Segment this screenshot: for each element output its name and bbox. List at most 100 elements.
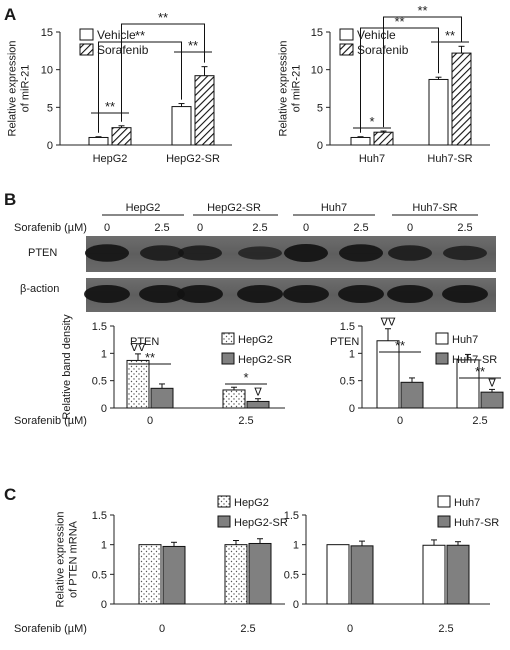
- b-left-bar-hepg2-sr-1: [246, 400, 270, 409]
- blot-dose-label: 2.5: [154, 222, 169, 234]
- blot-band-pten-5: [339, 244, 383, 262]
- a-right-sig-bracket: [360, 27, 439, 133]
- blot-band-actin-2: [177, 285, 223, 303]
- blot-band-pten-6: [388, 245, 432, 261]
- blot-group-label-hepg2: HepG2: [126, 202, 161, 214]
- blot-band-actin-1: [139, 285, 185, 303]
- b-right-marker: ∇∇: [380, 317, 396, 329]
- blot-dose-label: 2.5: [353, 222, 368, 234]
- a-left-legend-label-1: Sorafenib: [97, 43, 149, 57]
- b-left-title: PTEN: [130, 336, 159, 348]
- a-left-sig-bracket: [98, 41, 182, 133]
- c-right-y-tick-label: 1.5: [284, 510, 299, 522]
- c-right-bar-huh7-0: [326, 544, 350, 605]
- b-right-y-tick-label: 0: [349, 403, 355, 415]
- b-left-bar-hepg2-1: [222, 389, 246, 409]
- b-right-x-tick-label: 0: [397, 415, 403, 427]
- a-left-legend-swatch-1: [79, 43, 94, 56]
- c-right-legend-label-1: Huh7-SR: [454, 517, 499, 529]
- b-right-title: PTEN: [330, 336, 359, 348]
- panel-letter-c: C: [4, 485, 16, 504]
- blot-band-pten-2: [178, 245, 222, 261]
- blot-band-actin-6: [387, 285, 433, 303]
- b-right-legend-label-0: Huh7: [452, 334, 478, 346]
- blot-band-pten-4: [284, 244, 328, 262]
- a-left-bar-vehicle-0: [88, 136, 109, 146]
- b-left-legend-label-1: HepG2-SR: [238, 354, 292, 366]
- b-right-bar-huh7-sr-0: [400, 381, 424, 409]
- b-right-marker: ∇: [487, 377, 496, 389]
- blot-bands: [84, 244, 488, 303]
- blot-band-label-actin: β-action: [20, 283, 59, 295]
- a-left-bar-vehicle-1: [171, 106, 192, 146]
- c-left-bar-hepg2-sr-1: [248, 542, 272, 605]
- b-right-legend-label-1: Huh7-SR: [452, 354, 497, 366]
- b-left-sig-label: **: [145, 350, 155, 365]
- western-blot: HepG2 HepG2-SR Huh7 Huh7-SR Sorafenib (µ…: [14, 202, 496, 312]
- a-left-sig-label: **: [135, 28, 145, 43]
- a-left-sig-label: **: [158, 10, 168, 25]
- a-right-legend-swatch-0: [339, 28, 354, 41]
- a-right-sig-label: **: [417, 3, 427, 18]
- a-left-y-tick-label: 0: [47, 140, 53, 152]
- b-right-legend-swatch-1: [435, 352, 449, 365]
- a-right-legend-label-0: Vehicle: [357, 28, 396, 42]
- blot-group-label-hepg2-sr: HepG2-SR: [207, 202, 261, 214]
- a-right-x-tick-label: Huh7: [359, 153, 385, 165]
- b-right-bar-huh7-sr-1: [480, 391, 504, 409]
- a-left-sig-label: **: [105, 99, 115, 114]
- blot-dose-label: 0: [197, 222, 203, 234]
- blot-dose-labels: 0 2.5 0 2.5 0 2.5 0 2.5: [104, 222, 473, 234]
- a-right-y-tick-label: 5: [317, 102, 323, 114]
- a-right-sig-label: **: [445, 28, 455, 43]
- a-left-y-axis-label: Relative expressionof miR-21: [6, 41, 31, 137]
- a-left-x-tick-label: HepG2: [93, 153, 128, 165]
- a-right-y-axis-label: Relative expressionof miR-21: [277, 41, 302, 137]
- a-right-bar-sorafenib-1: [451, 52, 472, 146]
- c-right-y-tick-label: 0.5: [284, 569, 299, 581]
- blot-dose-label: 2.5: [252, 222, 267, 234]
- c-right-legend-label-0: Huh7: [454, 497, 480, 509]
- blot-band-actin-5: [338, 285, 384, 303]
- blot-band-pten-0: [85, 244, 129, 262]
- c-left-legend-label-1: HepG2-SR: [234, 517, 288, 529]
- blot-treatment-label: Sorafenib (µM): [14, 222, 87, 234]
- c-left-x-axis-label: Sorafenib (µM): [14, 623, 87, 635]
- b-right-y-tick-label: 1: [349, 348, 355, 360]
- c-left-legend-swatch-1: [217, 515, 231, 528]
- b-left-marker: ∇: [253, 387, 262, 399]
- b-right-y-tick-label: 1.5: [340, 321, 355, 333]
- b-left-x-tick-label: 0: [147, 415, 153, 427]
- c-right-bar-huh7-1: [422, 544, 446, 605]
- b-left-legend-swatch-1: [221, 352, 235, 365]
- blot-band-actin-3: [237, 285, 283, 303]
- a-right-sig-bracket: [383, 16, 462, 128]
- c-left-y-axis-label: Relative expressionof PTEN mRNA: [54, 512, 79, 608]
- a-right-y-tick-label: 10: [311, 65, 323, 77]
- c-left-legend-label-0: HepG2: [234, 497, 269, 509]
- blot-band-pten-1: [140, 245, 184, 261]
- b-left-x-axis-label: Sorafenib (µM): [14, 415, 87, 427]
- a-left-x-tick-label: HepG2-SR: [166, 153, 220, 165]
- c-left-y-tick-label: 0: [101, 599, 107, 611]
- a-left-bar-sorafenib-0: [111, 127, 132, 146]
- a-right-bar-vehicle-0: [350, 136, 371, 146]
- c-right-bar-huh7-sr-1: [446, 544, 470, 605]
- c-left-y-tick-label: 1: [101, 540, 107, 552]
- a-right-sig-label: *: [369, 114, 374, 129]
- b-left-y-tick-label: 1.5: [92, 321, 107, 333]
- blot-band-actin-4: [283, 285, 329, 303]
- b-right-legend-swatch-0: [435, 332, 449, 345]
- chart-a-left: 0 5 10 15 Relative expressionof miR-21 HepG2 H…: [6, 10, 232, 165]
- c-right-y-tick-label: 1: [293, 540, 299, 552]
- c-right-bar-huh7-sr-0: [350, 545, 374, 605]
- c-left-x-tick-label: 2.5: [240, 623, 255, 635]
- a-left-bar-sorafenib-1: [194, 75, 215, 146]
- a-right-y-tick-label: 15: [311, 27, 323, 39]
- c-left-bar-hepg2-1: [224, 544, 248, 605]
- a-right-legend-label-1: Sorafenib: [357, 43, 409, 57]
- c-right-x-tick-label: 0: [347, 623, 353, 635]
- c-left-y-tick-label: 1.5: [92, 510, 107, 522]
